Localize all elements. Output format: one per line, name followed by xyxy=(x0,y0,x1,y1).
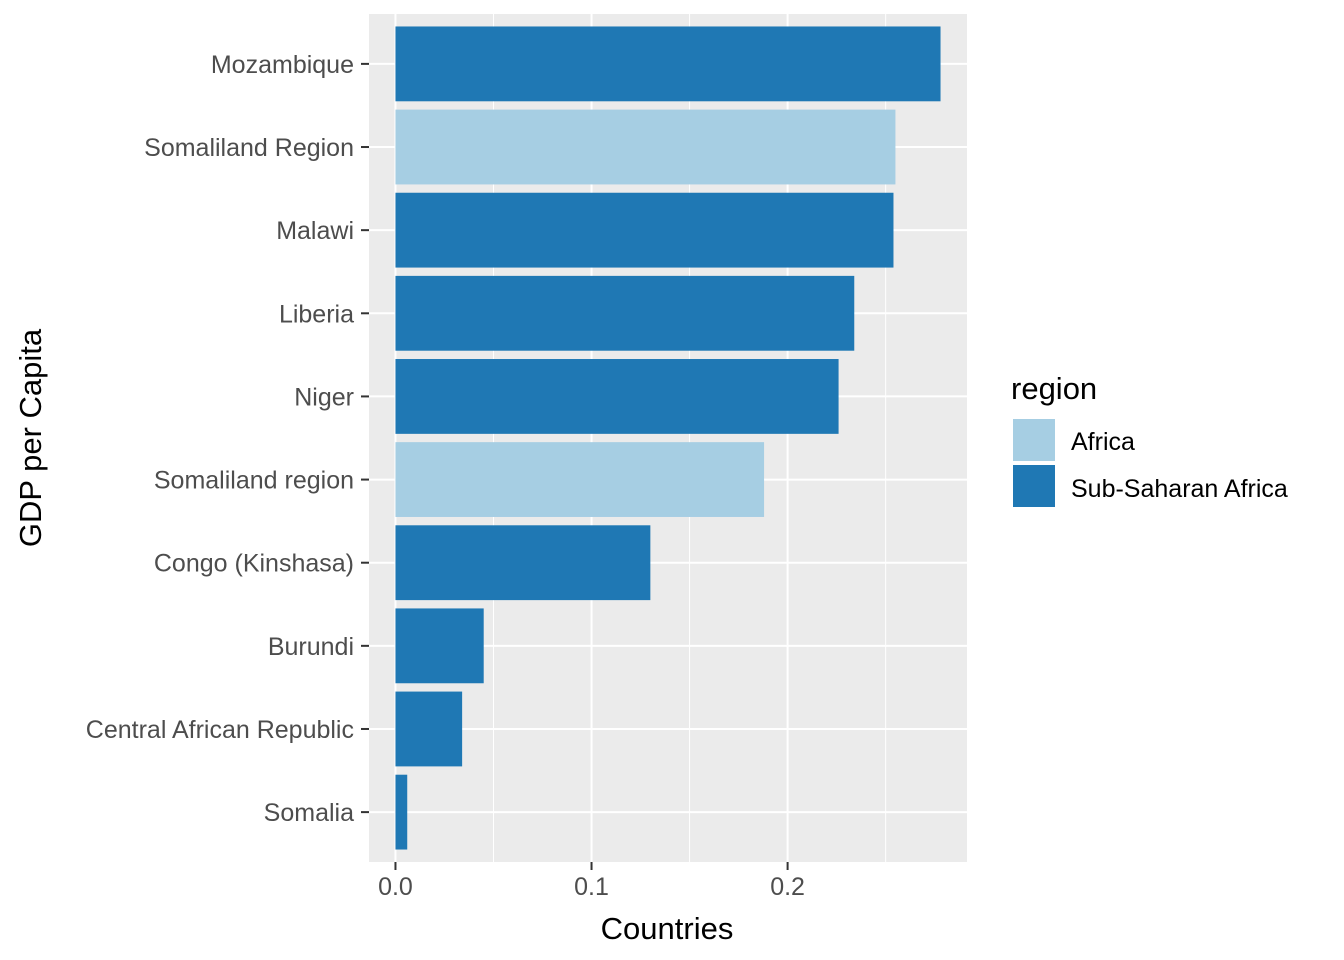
legend-label-africa: Africa xyxy=(1071,428,1135,456)
y-tick-label: Burundi xyxy=(268,633,354,661)
legend-label-sub-saharan-africa: Sub-Saharan Africa xyxy=(1071,475,1288,503)
y-tick-label: Liberia xyxy=(279,300,354,328)
y-tick-label: Somaliland region xyxy=(154,467,354,495)
legend-key-africa xyxy=(1011,417,1057,463)
bar-somalia xyxy=(395,774,408,850)
bar-malawi xyxy=(395,192,894,268)
y-tick-label: Niger xyxy=(294,383,354,411)
bar-liberia xyxy=(395,275,855,351)
bar-congo-kinshasa xyxy=(395,525,651,601)
bar-mozambique xyxy=(395,26,941,102)
x-tick-label: 0.1 xyxy=(574,873,609,901)
y-axis-title: GDP per Capita xyxy=(13,328,48,547)
bars xyxy=(395,26,941,850)
x-tick-label: 0.2 xyxy=(770,873,805,901)
x-axis-title: Countries xyxy=(601,911,734,946)
bar-somaliland-region xyxy=(395,109,896,185)
bar-burundi xyxy=(395,608,484,684)
x-tick-label: 0.0 xyxy=(378,873,413,901)
bar-somaliland-region xyxy=(395,442,765,517)
bar-central-african-republic xyxy=(395,691,463,767)
legend: region Africa Sub-Saharan Africa xyxy=(1011,371,1288,509)
legend-title: region xyxy=(1011,371,1097,406)
y-tick-label: Congo (Kinshasa) xyxy=(154,550,354,578)
x-axis: 0.0 0.1 0.2 xyxy=(378,862,805,901)
y-axis: Mozambique Somaliland Region Malawi Liberia… xyxy=(86,51,369,827)
bar-niger xyxy=(395,359,839,434)
y-tick-label: Somaliland Region xyxy=(144,134,354,162)
y-tick-label: Central African Republic xyxy=(86,716,354,744)
y-tick-label: Mozambique xyxy=(211,51,354,79)
y-tick-label: Malawi xyxy=(276,217,354,245)
y-tick-label: Somalia xyxy=(264,799,354,827)
legend-key-sub-saharan-africa xyxy=(1011,463,1057,509)
